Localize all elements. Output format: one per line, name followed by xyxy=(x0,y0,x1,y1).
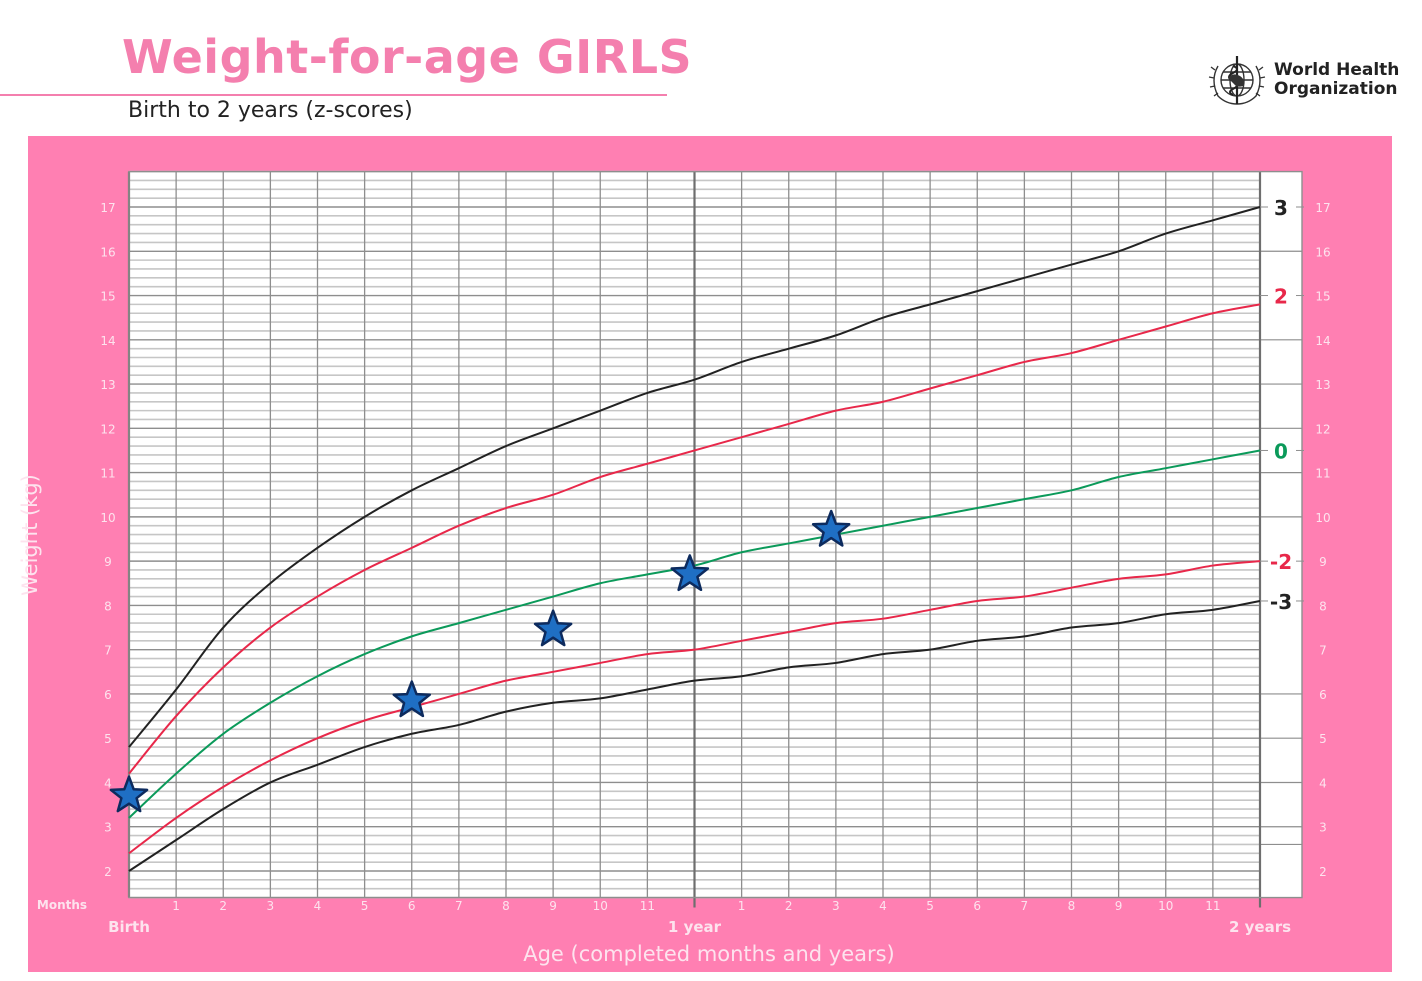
star-marker-icon xyxy=(811,509,851,547)
zscore-curve-3 xyxy=(128,206,1261,748)
zscore-curve-minus3 xyxy=(128,599,1261,872)
x-tick-label: 1 xyxy=(738,899,746,913)
y-tick-label-right: 5 xyxy=(1319,732,1327,746)
zscore-curve-minus2 xyxy=(128,560,1261,855)
y-tick-label-left: 8 xyxy=(104,599,112,613)
x-tick-label: 7 xyxy=(455,899,463,913)
y-tick-label-right: 12 xyxy=(1315,422,1330,436)
x-major-label-2-years: 2 years xyxy=(1229,918,1291,936)
y-tick-label-right: 15 xyxy=(1315,290,1330,304)
chart-grid xyxy=(127,170,1303,908)
y-tick-label-right: 6 xyxy=(1319,688,1327,702)
x-tick-label: 11 xyxy=(1205,899,1220,913)
y-tick-label-right: 11 xyxy=(1315,467,1330,481)
x-tick-label: 9 xyxy=(1115,899,1123,913)
x-major-label-birth: Birth xyxy=(108,918,150,936)
x-tick-label: 9 xyxy=(549,899,557,913)
x-tick-label: 7 xyxy=(1021,899,1029,913)
y-tick-label-right: 13 xyxy=(1315,378,1330,392)
zscore-label: 3 xyxy=(1274,196,1288,220)
who-emblem-icon xyxy=(1208,56,1266,105)
who-logo: World Health Organization xyxy=(1206,52,1399,108)
zscore-label: 2 xyxy=(1274,285,1288,309)
who-name-line1: World Health xyxy=(1274,60,1400,80)
y-tick-label-left: 4 xyxy=(104,776,112,790)
months-label: Months xyxy=(37,898,87,912)
x-tick-label: 6 xyxy=(973,899,981,913)
zscore-label: 0 xyxy=(1274,439,1288,463)
x-tick-label: 3 xyxy=(832,899,840,913)
y-axis-title: Weight (kg) xyxy=(18,474,42,596)
y-tick-label-left: 16 xyxy=(100,245,115,259)
plot-border xyxy=(128,170,1303,899)
zscore-label: -2 xyxy=(1270,550,1292,574)
y-tick-label-left: 12 xyxy=(100,422,115,436)
who-name: World Health Organization xyxy=(1274,61,1399,99)
y-tick-label-left: 13 xyxy=(100,378,115,392)
x-tick-label: 4 xyxy=(314,899,322,913)
y-tick-label-right: 2 xyxy=(1319,865,1327,879)
x-tick-label: 3 xyxy=(267,899,275,913)
page-title: Weight-for-age GIRLS xyxy=(122,30,693,84)
y-tick-label-left: 5 xyxy=(104,732,112,746)
y-tick-label-right: 3 xyxy=(1319,821,1327,835)
x-tick-label: 2 xyxy=(785,899,793,913)
y-tick-label-left: 6 xyxy=(104,688,112,702)
star-marker-icon xyxy=(392,680,432,718)
x-tick-label: 10 xyxy=(593,899,608,913)
y-tick-label-left: 9 xyxy=(104,555,112,569)
zscore-curve-2 xyxy=(128,303,1261,775)
y-tick-label-right: 16 xyxy=(1315,245,1330,259)
x-axis-title: Age (completed months and years) xyxy=(523,942,895,966)
star-marker-icon xyxy=(670,554,710,592)
y-tick-label-left: 7 xyxy=(104,644,112,658)
y-tick-label-left: 15 xyxy=(100,290,115,304)
x-tick-label: 10 xyxy=(1158,899,1173,913)
y-tick-label-left: 2 xyxy=(104,865,112,879)
y-tick-label-right: 7 xyxy=(1319,644,1327,658)
x-tick-label: 8 xyxy=(1068,899,1076,913)
y-tick-label-right: 9 xyxy=(1319,555,1327,569)
y-tick-label-left: 17 xyxy=(100,201,115,215)
y-tick-label-left: 10 xyxy=(100,511,115,525)
y-tick-label-left: 3 xyxy=(104,821,112,835)
star-marker-icon xyxy=(533,609,573,647)
y-tick-label-right: 10 xyxy=(1315,511,1330,525)
y-tick-label-right: 4 xyxy=(1319,776,1327,790)
x-tick-label: 1 xyxy=(172,899,180,913)
title-divider xyxy=(0,94,667,96)
x-tick-label: 8 xyxy=(502,899,510,913)
y-tick-label-right: 8 xyxy=(1319,599,1327,613)
page-subtitle: Birth to 2 years (z-scores) xyxy=(128,98,413,123)
x-tick-label: 11 xyxy=(640,899,655,913)
y-tick-label-right: 17 xyxy=(1315,201,1330,215)
measurement-markers xyxy=(109,509,851,813)
x-tick-label: 6 xyxy=(408,899,416,913)
y-tick-label-left: 11 xyxy=(100,467,115,481)
x-tick-label: 2 xyxy=(219,899,227,913)
x-tick-label: 4 xyxy=(879,899,887,913)
zscore-label: -3 xyxy=(1270,590,1292,614)
y-tick-label-left: 14 xyxy=(100,334,115,348)
y-tick-label-right: 14 xyxy=(1315,334,1330,348)
who-name-line2: Organization xyxy=(1274,79,1398,99)
x-major-label-1-year: 1 year xyxy=(668,918,722,936)
star-marker-icon xyxy=(109,775,149,813)
x-tick-label: 5 xyxy=(926,899,934,913)
x-tick-label: 5 xyxy=(361,899,369,913)
